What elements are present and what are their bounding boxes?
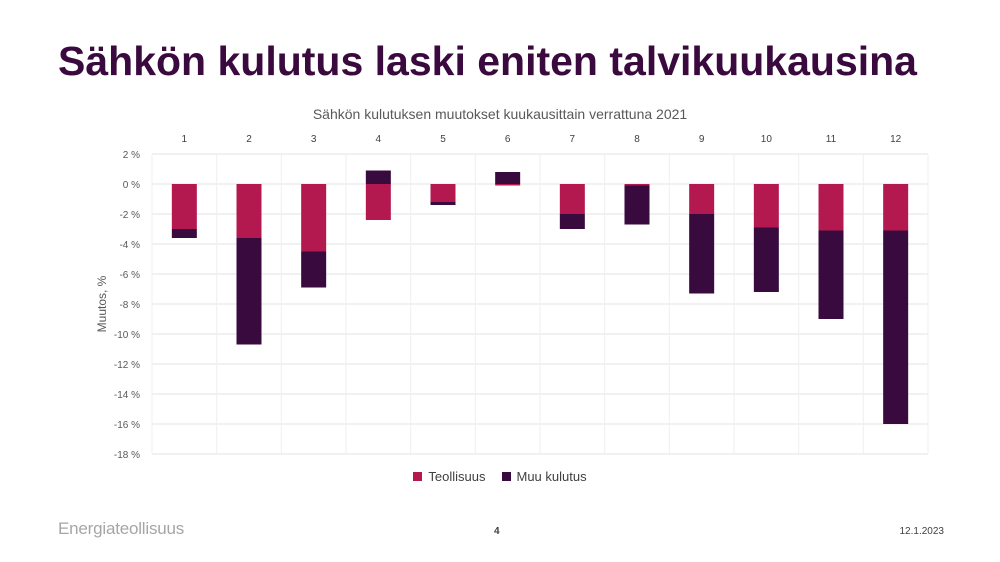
y-tick-label: -6 %	[119, 270, 140, 281]
bar-teollisuus-5	[430, 184, 456, 202]
x-tick-label: 2	[246, 134, 252, 145]
x-tick-label: 11	[826, 134, 837, 145]
axis-labels: 2 % 0 % -2 % -4 % -6 % -8 % -10 % -12 % -14 % -16…	[114, 134, 902, 461]
x-tick-label: 6	[505, 134, 511, 145]
bar-teollisuus-6	[495, 184, 521, 186]
bar-teollisuus-9	[689, 184, 715, 214]
y-tick-label: -4 %	[119, 240, 140, 251]
slide-title: Sähkön kulutus laski eniten talvikuukaus…	[58, 38, 917, 84]
chart-title: Sähkön kulutuksen muutokset kuukausittai…	[312, 106, 688, 122]
x-tick-label: 8	[634, 134, 640, 145]
y-tick-label: -10 %	[114, 330, 140, 341]
bar-muu-kulutus-8	[624, 185, 650, 225]
y-tick-label: -12 %	[114, 360, 140, 371]
bar-teollisuus-3	[301, 184, 327, 252]
bar-muu-kulutus-7	[559, 214, 585, 229]
x-tick-label: 7	[570, 134, 576, 145]
x-tick-label: 1	[182, 134, 188, 145]
y-tick-label: -14 %	[114, 390, 140, 401]
x-tick-label: 12	[890, 134, 902, 145]
legend-swatch-teollisuus	[413, 472, 423, 481]
y-tick-label: -8 %	[119, 300, 140, 311]
y-tick-label: -18 %	[114, 450, 140, 461]
bars	[171, 170, 909, 424]
bar-muu-kulutus-10	[753, 227, 779, 292]
y-tick-label: 2 %	[123, 150, 140, 161]
legend-item-teollisuus: Teollisuus	[413, 469, 486, 484]
legend-swatch-muu-kulutus	[501, 472, 511, 481]
y-axis-label: Muutos, %	[95, 275, 109, 332]
bar-teollisuus-11	[818, 184, 844, 231]
energiateollisuus-logo: Energiateollisuus	[58, 519, 185, 538]
bar-teollisuus-10	[753, 184, 779, 228]
bar-muu-kulutus-1	[171, 229, 197, 238]
page-number: 4	[494, 526, 500, 537]
bar-muu-kulutus-9	[689, 214, 715, 294]
chart-legend: Teollisuus Muu kulutus	[0, 469, 1000, 484]
bar-teollisuus-4	[365, 184, 391, 220]
bar-muu-kulutus-5	[430, 202, 456, 205]
y-tick-label: -16 %	[114, 420, 140, 431]
bar-muu-kulutus-3	[301, 251, 327, 288]
legend-item-muu-kulutus: Muu kulutus	[501, 469, 587, 484]
bar-muu-kulutus-11	[818, 230, 844, 319]
legend-label-teollisuus: Teollisuus	[428, 469, 486, 484]
bar-muu-kulutus-12	[883, 230, 909, 424]
bar-teollisuus-7	[559, 184, 585, 214]
y-tick-label: 0 %	[123, 180, 140, 191]
x-tick-label: 5	[440, 134, 446, 145]
y-tick-label: -2 %	[119, 210, 140, 221]
bar-teollisuus-8	[624, 184, 650, 186]
legend-label-muu-kulutus: Muu kulutus	[516, 469, 587, 484]
x-tick-label: 3	[311, 134, 317, 145]
x-tick-label: 4	[376, 134, 382, 145]
slide-date: 12.1.2023	[899, 526, 945, 537]
bar-muu-kulutus-2	[236, 238, 262, 345]
gridlines	[151, 153, 929, 455]
bar-muu-kulutus-4	[365, 170, 391, 184]
x-tick-label: 9	[699, 134, 705, 145]
bar-teollisuus-2	[236, 184, 262, 238]
bar-teollisuus-12	[883, 184, 909, 231]
bar-muu-kulutus-6	[495, 172, 521, 184]
x-tick-label: 10	[761, 134, 773, 145]
bar-teollisuus-1	[171, 184, 197, 229]
